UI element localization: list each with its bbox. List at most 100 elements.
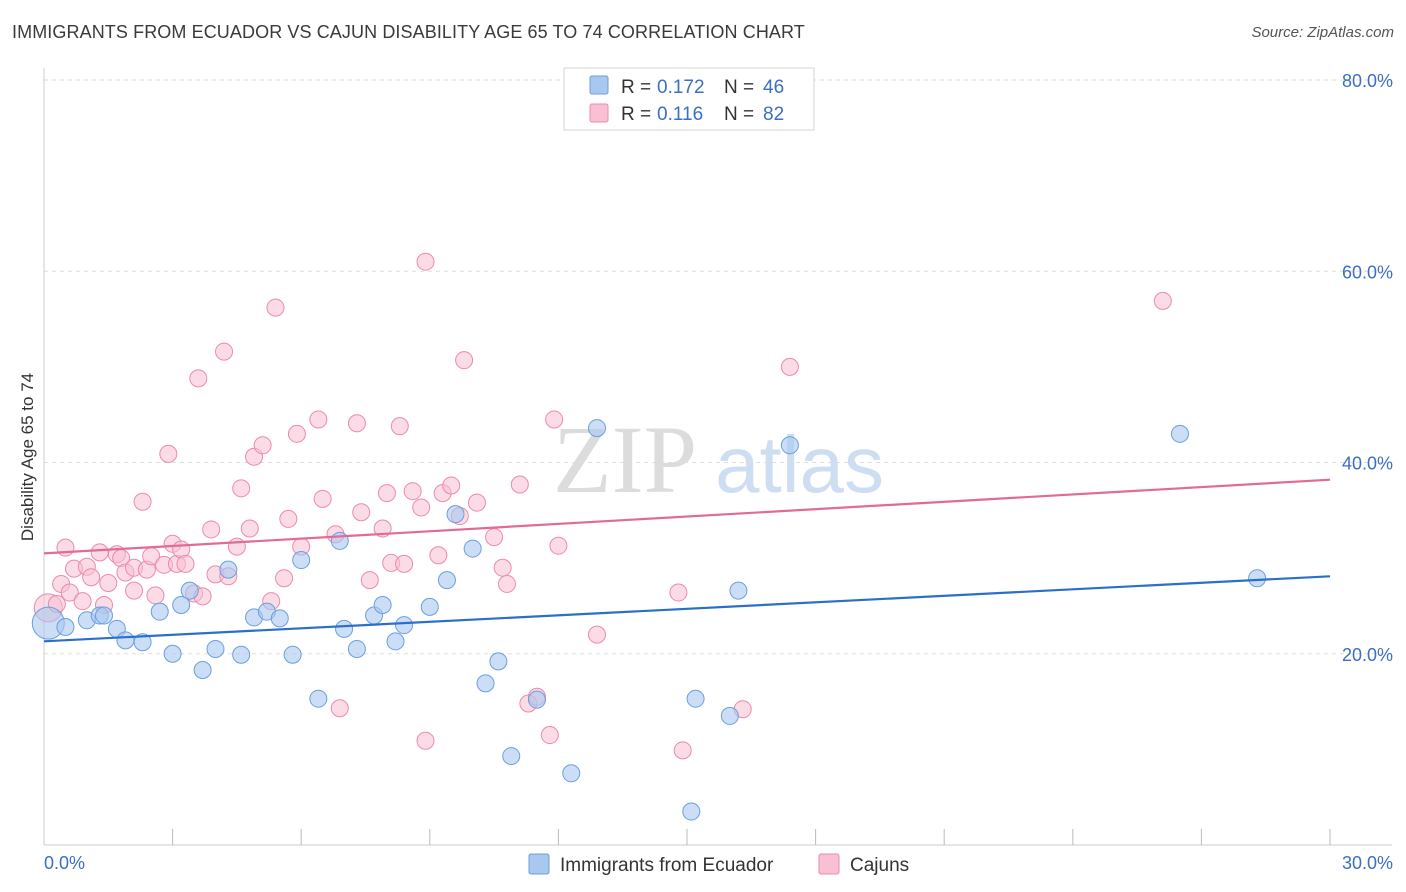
legend-cajun-n-label: N =: [724, 104, 759, 125]
cajun-point: [780, 357, 799, 376]
ecuador-point: [527, 690, 546, 709]
ecuador-point: [1248, 569, 1267, 588]
cajun-point: [545, 410, 564, 429]
ecuador-point: [720, 706, 739, 725]
ecuador-points: [31, 419, 1267, 821]
cajun-point: [90, 543, 109, 562]
cajun-point: [133, 492, 152, 511]
ecuador-point: [476, 674, 495, 693]
source-label: Source: ZipAtlas.com: [1251, 24, 1394, 41]
cajun-point: [360, 571, 379, 590]
ecuador-point: [420, 597, 439, 616]
cajun-point: [73, 592, 92, 611]
cajun-point: [429, 546, 448, 565]
ecuador-point: [133, 633, 152, 652]
legend-bottom-cajun-label: Cajuns: [850, 855, 909, 876]
cajun-point: [202, 520, 221, 539]
y-tick-labels: 20.0% 40.0% 60.0% 80.0%: [1342, 71, 1393, 665]
ecuador-point: [373, 595, 392, 614]
y-tick-label-80: 80.0%: [1342, 71, 1393, 91]
legend-ecuador-n-label: N =: [724, 77, 759, 98]
cajun-point: [540, 726, 559, 745]
x-ticks: [172, 829, 1331, 845]
cajun-point: [485, 528, 504, 547]
cajun-point: [497, 574, 516, 593]
ecuador-point: [562, 764, 581, 783]
cajun-point: [412, 498, 431, 517]
ecuador-point: [56, 617, 75, 636]
cajun-point: [669, 583, 688, 602]
legend-bottom: Immigrants from Ecuador Cajuns: [528, 853, 909, 876]
cajun-point: [215, 342, 234, 361]
ecuador-point: [163, 644, 182, 663]
cajun-point: [549, 536, 568, 555]
ecuador-point: [232, 645, 251, 664]
legend-cajun-r-value: 0.116: [657, 104, 703, 125]
ecuador-point: [206, 639, 225, 658]
cajun-point: [467, 493, 486, 512]
legend-ecuador-n-value: 46: [763, 77, 784, 98]
ecuador-trend-line: [43, 575, 1331, 643]
ecuador-point: [150, 602, 169, 621]
cajun-point: [587, 625, 606, 644]
ecuador-point: [437, 571, 456, 590]
ecuador-point: [270, 609, 289, 628]
y-tick-label-60: 60.0%: [1342, 262, 1393, 282]
cajun-point: [493, 558, 512, 577]
cajun-point: [240, 519, 259, 538]
watermark-zip: ZIP: [553, 406, 697, 513]
ecuador-point: [116, 631, 135, 650]
cajun-point: [313, 489, 332, 508]
y-axis-title: Disability Age 65 to 74: [18, 373, 37, 541]
cajun-point: [377, 484, 396, 503]
ecuador-point: [309, 689, 328, 708]
legend-bottom-cajun-swatch: [818, 853, 840, 875]
ecuador-point: [335, 619, 354, 638]
ecuador-point: [292, 551, 311, 570]
ecuador-point: [682, 802, 701, 821]
cajun-point: [60, 583, 79, 602]
cajun-point: [347, 414, 366, 433]
cajun-point: [442, 476, 461, 495]
cajun-point: [176, 554, 195, 573]
x-tick-label-max: 30.0%: [1342, 853, 1393, 873]
watermark-atlas: atlas: [715, 420, 884, 509]
x-tick-label-min: 0.0%: [44, 853, 85, 873]
watermark: ZIP atlas: [553, 406, 884, 513]
cajun-point: [416, 731, 435, 750]
ecuador-point: [489, 652, 508, 671]
cajun-trend-line: [43, 478, 1331, 555]
cajun-point: [253, 436, 272, 455]
ecuador-point: [780, 436, 799, 455]
ecuador-point: [193, 661, 212, 680]
legend-top: R = 0.172 N = 46 R = 0.116 N = 82: [563, 67, 815, 131]
ecuador-point: [95, 606, 114, 625]
cajun-point: [275, 569, 294, 588]
cajun-point: [232, 479, 251, 498]
cajun-point: [403, 482, 422, 501]
axes: [43, 68, 1392, 846]
ecuador-point: [172, 595, 191, 614]
cajun-point: [395, 554, 414, 573]
ecuador-point: [283, 645, 302, 664]
ecuador-point: [347, 639, 366, 658]
ecuador-point: [446, 505, 465, 524]
cajun-point: [330, 699, 349, 718]
legend-cajun-r-label: R =: [621, 104, 656, 125]
cajun-point: [352, 503, 371, 522]
ecuador-point: [330, 531, 349, 550]
cajun-point: [82, 568, 101, 587]
ecuador-point: [463, 539, 482, 558]
legend-ecuador-swatch: [589, 75, 609, 95]
cajun-point: [99, 573, 118, 592]
ecuador-point: [729, 581, 748, 600]
cajun-point: [1153, 291, 1172, 310]
cajun-point: [309, 410, 328, 429]
legend-ecuador-r-label: R =: [621, 77, 656, 98]
y-tick-label-40: 40.0%: [1342, 454, 1393, 474]
y-tick-label-20: 20.0%: [1342, 645, 1393, 665]
legend-bottom-ecuador-label: Immigrants from Ecuador: [560, 855, 774, 876]
ecuador-point: [395, 616, 414, 635]
legend-cajun-swatch: [589, 103, 609, 123]
